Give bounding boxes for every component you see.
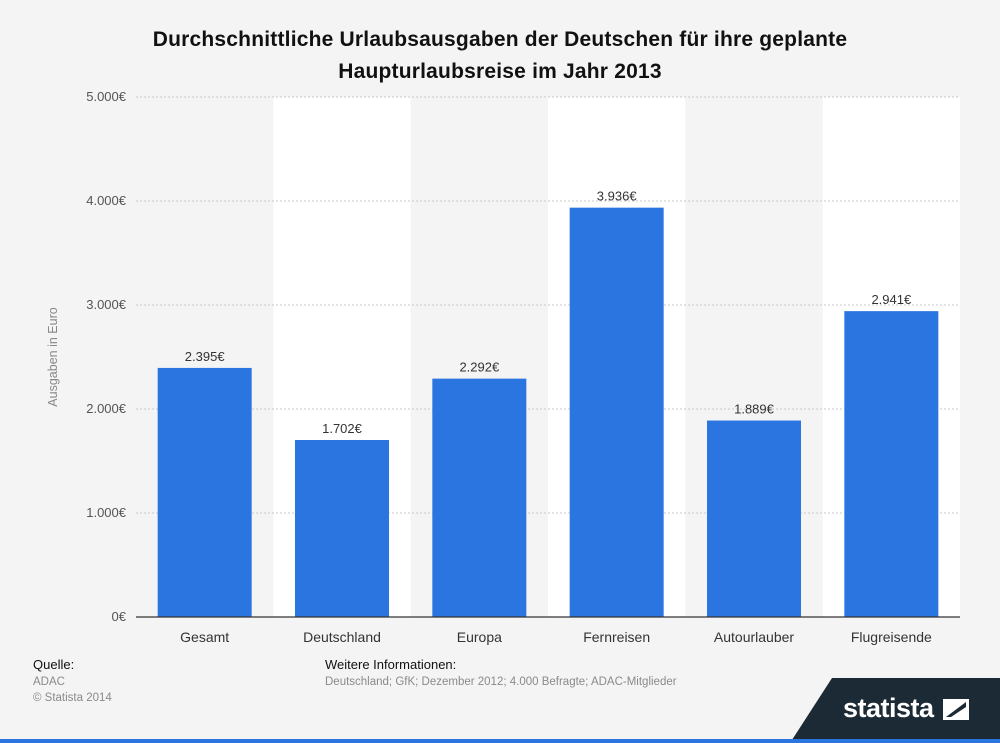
bar-value-label: 3.936€ [597,189,638,204]
bar-value-label: 2.941€ [871,292,912,307]
bar-value-label: 1.702€ [322,421,363,436]
y-tick-label: 1.000€ [86,505,127,520]
bar-europa [432,378,527,617]
info-heading: Weitere Informationen: [325,657,457,672]
bar-autourlauber [707,420,801,617]
bar-deutschland [295,439,389,617]
y-axis-label: Ausgaben in Euro [46,307,60,406]
x-tick-label: Flugreisende [851,629,932,645]
bar-value-label: 2.292€ [459,360,500,375]
x-tick-label: Fernreisen [583,629,650,645]
statista-logo-icon [943,699,969,720]
source-text: ADAC [33,676,65,688]
y-tick-label: 4.000€ [86,193,127,208]
bar-flugreisende [844,311,939,617]
bar-gesamt [157,367,252,617]
bar-value-label: 1.889€ [734,402,775,417]
info-text: Deutschland; GfK; Dezember 2012; 4.000 B… [325,676,677,688]
x-tick-label: Autourlauber [714,629,795,645]
chart-title: Durchschnittliche Urlaubsausgaben der De… [152,28,848,83]
y-tick-label: 3.000€ [86,297,127,312]
x-tick-label: Europa [457,629,502,645]
statista-logo-text: statista [843,693,934,723]
copyright-text: © Statista 2014 [33,692,112,704]
y-tick-label: 2.000€ [86,401,127,416]
y-tick-label: 0€ [112,609,127,624]
x-tick-label: Gesamt [180,629,229,645]
bar-fernreisen [569,207,664,617]
source-heading: Quelle: [33,657,75,672]
y-tick-label: 5.000€ [86,89,127,104]
x-tick-label: Deutschland [303,629,381,645]
bar-value-label: 2.395€ [185,349,226,364]
